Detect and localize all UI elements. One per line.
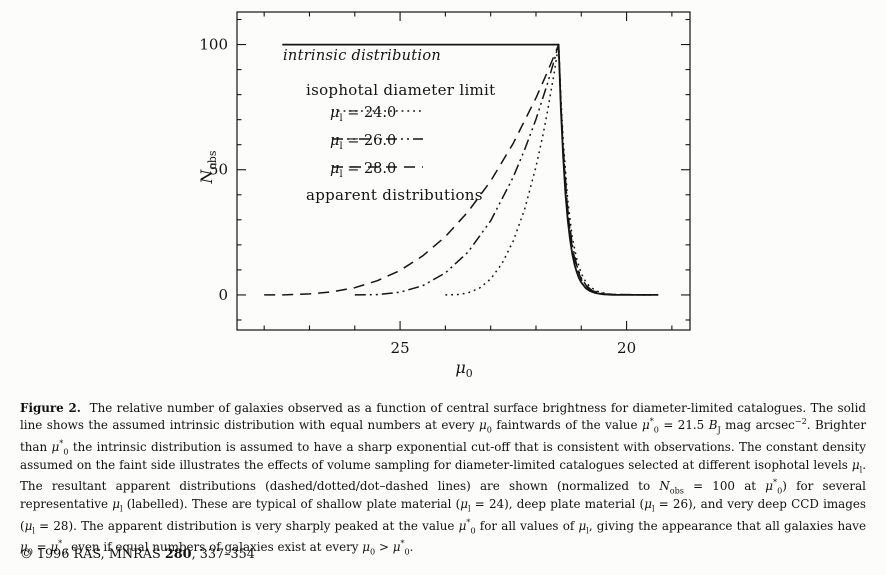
- series-dotted: [445, 43, 654, 296]
- x-tick-label: 20: [617, 339, 636, 357]
- legend-item-28: μl = 28.0: [330, 161, 430, 179]
- legend-label-26: μl = 26.0: [330, 132, 397, 152]
- y-tick-label: 50: [209, 161, 228, 179]
- x-tick-label: 25: [391, 339, 410, 357]
- y-axis-label: Nobs: [196, 150, 220, 184]
- legend-heading: isophotal diameter limit: [306, 81, 496, 99]
- figure-caption: Figure 2. The relative number of galaxie…: [20, 401, 867, 557]
- figure-2-plot: 25 20 0 50 100 Nobs μ0 intrinsic distributio…: [196, 11, 691, 381]
- plot-canvas: 25 20 0 50 100: [199, 11, 691, 357]
- dashed-line-sample: [332, 166, 423, 168]
- apparent-distributions-label: apparent distributions: [306, 186, 483, 204]
- y-tick-label: 100: [199, 36, 228, 54]
- y-tick-label: 0: [218, 286, 228, 304]
- plot-frame: [236, 11, 691, 331]
- dotted-line-sample: [332, 110, 423, 112]
- series-dashed: [264, 43, 654, 296]
- copyright-line: © 1996 RAS, MNRAS 280, 337–354: [20, 547, 255, 562]
- x-axis-label: μ0: [455, 358, 473, 381]
- legend-item-26: μl = 26.0: [330, 133, 430, 151]
- legend-label-28: μl = 28.0: [330, 160, 397, 180]
- legend-label-24: μl = 24.0: [330, 104, 397, 124]
- legend-item-24: μl = 24.0: [330, 105, 430, 123]
- intrinsic-distribution-label: intrinsic distribution: [283, 48, 442, 64]
- dot-dashed-line-sample: [332, 138, 423, 140]
